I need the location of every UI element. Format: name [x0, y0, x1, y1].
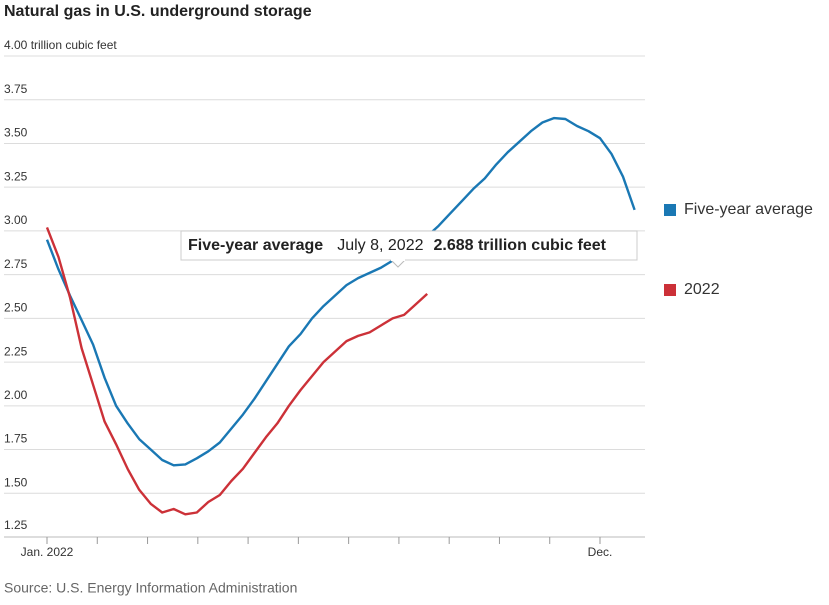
y-tick-label: 3.75: [4, 82, 28, 96]
tooltip-field: July 8, 2022: [337, 237, 423, 254]
series-line: [45, 226, 429, 516]
y-tick-label: 1.25: [4, 518, 28, 532]
y-tick-label: 3.50: [4, 126, 28, 140]
tooltip-text: Five-year average July 8, 2022 2.688 trill…: [188, 237, 607, 254]
chart-title: Natural gas in U.S. underground storage: [4, 3, 312, 20]
y-tick-label: 2.75: [4, 257, 28, 271]
tooltip-field: Five-year average: [188, 237, 323, 254]
tooltip-field: 2.688 trillion cubic feet: [433, 237, 606, 254]
legend-label: Five-year average: [684, 201, 813, 218]
y-tick-label: 2.00: [4, 388, 28, 402]
series-line: [45, 116, 636, 467]
x-tick-label: Dec.: [588, 545, 613, 559]
x-tick-label: Jan. 2022: [21, 545, 74, 559]
y-tick-label: 1.50: [4, 475, 28, 489]
y-tick-label: 3.25: [4, 169, 28, 183]
tooltip-box: [180, 230, 638, 261]
y-tick-label: 2.25: [4, 344, 28, 358]
tooltip: Five-year average July 8, 2022 2.688 trill…: [180, 230, 638, 268]
y-tick-label: 2.50: [4, 301, 28, 315]
y-tick-label: 4.00 trillion cubic feet: [4, 38, 117, 52]
legend-label: 2022: [684, 281, 720, 298]
legend-swatch: [664, 284, 676, 296]
y-tick-label: 3.00: [4, 213, 28, 227]
source-note: Source: U.S. Energy Information Administ…: [4, 580, 297, 596]
legend-swatch: [664, 204, 676, 216]
y-tick-label: 1.75: [4, 432, 28, 446]
